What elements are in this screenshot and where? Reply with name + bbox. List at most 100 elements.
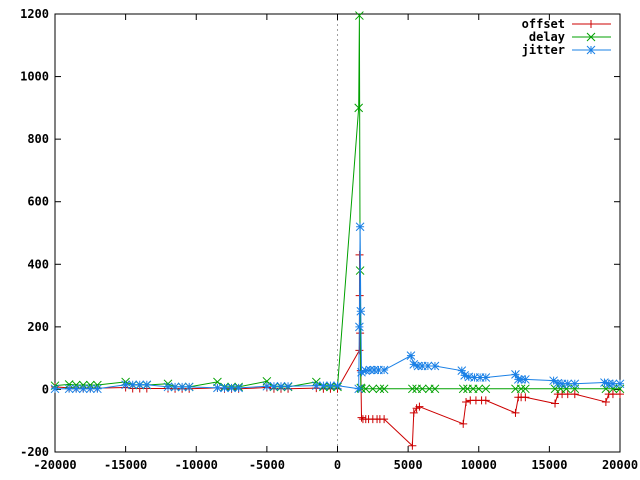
offset-point: [570, 390, 579, 399]
y-tick-label: 200: [27, 320, 49, 334]
jitter-point: [464, 372, 474, 382]
jitter-point: [213, 383, 222, 393]
x-tick-label: 15000: [531, 458, 567, 472]
jitter-point: [460, 370, 469, 380]
offset-point: [608, 390, 617, 399]
jitter-point: [269, 381, 279, 391]
jitter-point: [319, 381, 328, 391]
offset-point: [563, 390, 572, 399]
series-jitter: [50, 222, 625, 394]
legend-marker-delay: [586, 32, 596, 42]
jitter-point: [361, 366, 371, 376]
offset-point: [511, 408, 520, 417]
jitter-point: [354, 384, 364, 394]
delay-point: [375, 384, 385, 394]
x-tick-label: 0: [334, 458, 341, 472]
jitter-point: [227, 383, 236, 393]
jitter-point: [276, 381, 286, 391]
jitter-point: [549, 376, 558, 386]
y-tick-label: 400: [27, 257, 49, 271]
jitter-point: [163, 382, 173, 392]
jitter-point: [64, 384, 74, 394]
delay-point: [521, 384, 530, 394]
delay-point: [481, 384, 491, 394]
delay-point: [355, 11, 364, 20]
jitter-point: [333, 381, 342, 391]
delay-line: [54, 15, 620, 390]
jitter-point: [170, 382, 180, 392]
x-tick-label: -20000: [33, 458, 76, 472]
delay-point: [430, 384, 440, 394]
y-tick-label: 800: [27, 132, 49, 146]
jitter-point: [355, 322, 364, 332]
x-tick-label: -15000: [104, 458, 147, 472]
jitter-point: [326, 381, 335, 391]
x-tick-label: -5000: [249, 458, 285, 472]
jitter-point: [481, 373, 491, 382]
jitter-point: [262, 381, 272, 391]
jitter-point: [475, 373, 485, 382]
jitter-point: [184, 382, 194, 392]
offset-point: [481, 396, 490, 405]
delay-point: [474, 384, 484, 394]
delay-point: [368, 384, 378, 394]
jitter-point: [457, 366, 467, 376]
jitter-point: [423, 361, 433, 371]
delay-point: [561, 384, 571, 394]
jitter-point: [406, 351, 416, 360]
jitter-point: [85, 384, 95, 394]
jitter-point: [557, 379, 567, 389]
jitter-point: [430, 361, 440, 371]
delay-point: [458, 384, 468, 394]
x-tick-label: 10000: [461, 458, 497, 472]
jitter-point: [50, 384, 60, 394]
jitter-point: [521, 375, 530, 384]
legend-label-offset: offset: [522, 17, 565, 31]
jitter-point: [71, 384, 81, 394]
jitter-point: [311, 381, 321, 391]
jitter-point: [128, 380, 138, 390]
x-tick-label: 5000: [394, 458, 423, 472]
y-tick-label: 1200: [20, 7, 49, 21]
offset-point: [521, 393, 530, 402]
y-tick-label: 1000: [20, 70, 49, 84]
jitter-point: [356, 306, 366, 316]
axes: -20000 -15000 -10000 -5000 0 5000 10000 15000 20…: [20, 7, 638, 472]
jitter-point: [608, 379, 618, 389]
offset-point: [601, 397, 610, 406]
legend-label-delay: delay: [529, 30, 565, 44]
legend-marker-offset: [587, 20, 595, 28]
offset-point: [409, 408, 418, 417]
jitter-point: [357, 367, 366, 377]
jitter-point: [93, 384, 102, 394]
jitter-point: [135, 380, 145, 390]
x-tick-label: -10000: [175, 458, 218, 472]
offset-point: [380, 415, 389, 424]
jitter-point: [516, 375, 526, 384]
jitter-point: [234, 383, 243, 393]
delay-point: [516, 384, 526, 394]
offset-point: [616, 390, 624, 399]
offset-point: [551, 399, 560, 408]
jitter-point: [417, 361, 427, 371]
jitter-point: [563, 379, 573, 389]
jitter-point: [177, 382, 187, 392]
delay-point: [64, 380, 74, 389]
jitter-point: [553, 378, 563, 388]
jitter-point: [615, 379, 625, 389]
offset-point: [408, 441, 417, 450]
x-tick-label: 20000: [602, 458, 638, 472]
jitter-point: [570, 379, 580, 389]
jitter-point: [470, 373, 479, 382]
series-layer: [50, 11, 625, 450]
delay-point: [417, 384, 427, 394]
legend-marker-jitter: [586, 45, 596, 55]
jitter-point: [365, 365, 375, 375]
jitter-point: [413, 361, 423, 371]
y-tick-label: 600: [27, 195, 49, 209]
jitter-point: [409, 360, 419, 369]
offset-point: [357, 413, 366, 422]
jitter-point: [78, 384, 88, 394]
